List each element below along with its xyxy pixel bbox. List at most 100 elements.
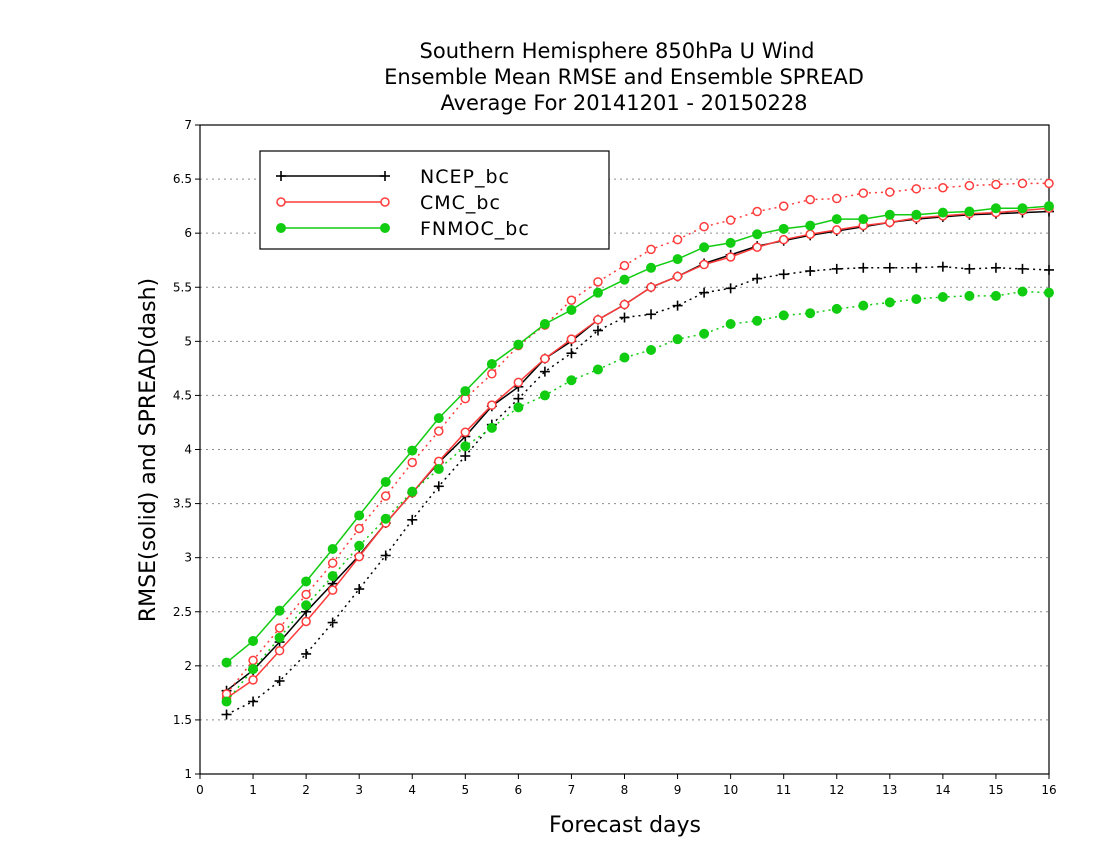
fnmoc-bc-rmse-point <box>460 386 471 397</box>
ncep-bc-spread-point <box>752 273 763 284</box>
fnmoc-bc-rmse-point <box>831 214 842 225</box>
cmc-bc-rmse-point <box>752 242 762 252</box>
ncep-bc-spread-point <box>1017 263 1028 274</box>
cmc-bc-rmse-series <box>221 203 1054 704</box>
fnmoc-bc-spread-point <box>672 334 683 345</box>
cmc-bc-spread-point <box>407 457 417 468</box>
ncep-bc-spread-point <box>592 325 603 336</box>
cmc-bc-rmse-point <box>354 551 364 562</box>
fnmoc-bc-rmse-point <box>778 223 789 234</box>
fnmoc-bc-rmse-point <box>1044 201 1054 212</box>
fnmoc-bc-spread-point <box>1017 286 1028 297</box>
fnmoc-bc-spread-point <box>354 540 365 551</box>
cmc-bc-rmse-point <box>619 299 630 310</box>
cmc-bc-rmse-point <box>460 427 471 437</box>
x-tick-label: 11 <box>776 783 791 797</box>
cmc-bc-rmse-point <box>832 225 842 235</box>
cmc-bc-rmse-point <box>327 585 338 595</box>
cmc-bc-spread-point <box>248 655 258 666</box>
x-tick-label: 7 <box>568 783 576 797</box>
cmc-bc-spread-point <box>1044 178 1054 189</box>
y-tick-label: 1 <box>184 767 192 781</box>
x-tick-label: 10 <box>723 783 738 797</box>
fnmoc-bc-rmse-point <box>858 214 869 225</box>
fnmoc-bc-spread-point <box>486 422 497 433</box>
cmc-bc-spread-line <box>225 182 1049 695</box>
fnmoc-bc-spread-point <box>380 513 391 524</box>
fnmoc-bc-spread-point <box>327 571 338 582</box>
cmc-bc-rmse-point <box>593 314 603 325</box>
x-tick-label: 14 <box>935 783 950 797</box>
y-tick-label: 5.5 <box>173 280 192 294</box>
cmc-bc-rmse-point <box>487 400 497 410</box>
cmc-bc-spread-point <box>991 179 1001 190</box>
legend-label: NCEP_bc <box>420 166 510 188</box>
cmc-bc-rmse-point <box>672 271 683 282</box>
y-axis-label: RMSE(solid) and SPREAD(dash) <box>136 278 161 622</box>
ncep-bc-rmse-series <box>221 206 1054 696</box>
chart-title-line-3: Average For 20141201 - 20150228 <box>440 91 807 115</box>
cmc-bc-rmse-line <box>226 207 1050 699</box>
fnmoc-bc-rmse-point <box>911 209 922 220</box>
fnmoc-bc-rmse-point <box>221 657 232 668</box>
cmc-bc-spread-point <box>911 184 922 194</box>
cmc-bc-spread-point <box>619 260 630 271</box>
cmc-bc-spread-point <box>566 295 577 305</box>
fnmoc-bc-rmse-point <box>301 576 312 587</box>
cmc-bc-rmse-point <box>805 229 815 239</box>
cmc-bc-rmse-point <box>301 616 311 627</box>
ncep-bc-spread-point <box>805 266 816 277</box>
fnmoc-bc-spread-point <box>619 352 630 363</box>
ncep-bc-spread-point <box>990 262 1001 273</box>
legend-marker <box>276 223 286 233</box>
fnmoc-bc-rmse-point <box>937 207 948 218</box>
chart-title: Southern Hemisphere 850hPa U Wind Ensemb… <box>384 39 864 115</box>
fnmoc-bc-spread-point <box>460 441 471 452</box>
cmc-bc-spread-point <box>274 623 285 633</box>
fnmoc-bc-spread-point <box>566 375 577 386</box>
x-tick-label: 2 <box>302 783 310 797</box>
ncep-bc-spread-point <box>301 648 312 659</box>
fnmoc-bc-rmse-point <box>407 445 418 456</box>
fnmoc-bc-spread-point <box>592 364 603 375</box>
ncep-bc-spread-point <box>513 393 524 404</box>
fnmoc-bc-rmse-point <box>327 544 338 555</box>
cmc-bc-spread-point <box>593 277 603 287</box>
ncep-bc-spread-point <box>460 450 471 461</box>
fnmoc-bc-rmse-point <box>248 635 259 646</box>
fnmoc-bc-spread-point <box>699 328 710 339</box>
fnmoc-bc-rmse-point <box>752 229 763 240</box>
ncep-bc-spread-point <box>407 514 418 525</box>
cmc-bc-spread-point <box>699 221 709 232</box>
fnmoc-bc-spread-point <box>513 402 524 413</box>
legend-marker <box>380 197 390 207</box>
fnmoc-bc-rmse-point <box>699 242 710 253</box>
cmc-bc-spread-point <box>1017 178 1028 189</box>
y-tick-label: 4.5 <box>173 388 192 402</box>
cmc-bc-spread-point <box>938 182 948 193</box>
fnmoc-bc-spread-point <box>646 344 657 355</box>
y-tick-label: 3 <box>184 551 192 565</box>
cmc-bc-spread-point <box>434 426 444 436</box>
fnmoc-bc-rmse-point <box>566 304 577 315</box>
y-tick-label: 1.5 <box>173 713 192 727</box>
fnmoc-bc-spread-point <box>539 390 550 401</box>
y-tick-label: 4 <box>184 443 192 457</box>
x-tick-label: 13 <box>882 783 897 797</box>
ncep-bc-spread-point <box>274 675 285 686</box>
fnmoc-bc-spread-series <box>221 286 1054 707</box>
ncep-bc-spread-point <box>221 709 232 720</box>
fnmoc-bc-spread-point <box>990 290 1001 301</box>
ncep-bc-rmse-line <box>226 210 1050 692</box>
ncep-bc-spread-point <box>539 366 550 377</box>
grid <box>200 178 1049 721</box>
legend-label: FNMOC_bc <box>420 218 530 240</box>
y-tick-label: 6.5 <box>173 172 192 186</box>
fnmoc-bc-spread-point <box>778 310 789 321</box>
ncep-bc-spread-point <box>619 312 630 323</box>
cmc-bc-spread-point <box>301 589 311 600</box>
fnmoc-bc-spread-point <box>964 290 975 301</box>
legend-box <box>259 150 610 250</box>
cmc-bc-spread-point <box>725 215 736 225</box>
